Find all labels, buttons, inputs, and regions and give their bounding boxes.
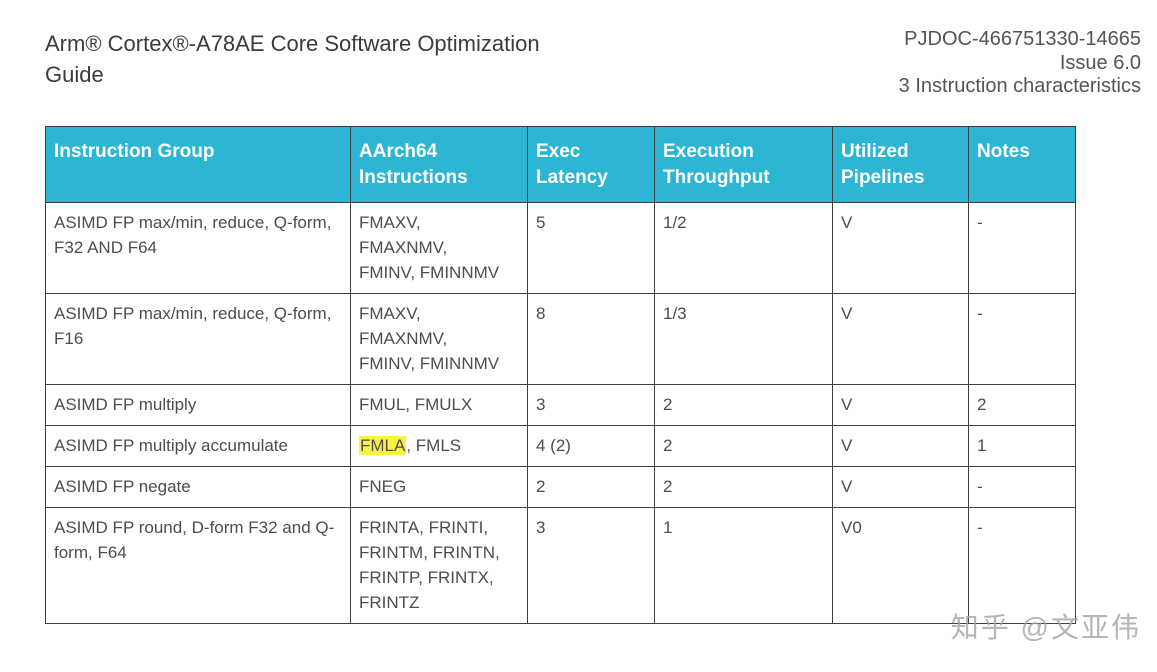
table-cell: 2 — [654, 383, 833, 426]
table-cell: 1/2 — [654, 201, 833, 294]
table-cell: ASIMD FP max/min, reduce, Q-form, F32 AN… — [45, 201, 351, 294]
table-cell: 4 (2) — [527, 424, 655, 467]
table-cell: ASIMD FP multiply accumulate — [45, 424, 351, 467]
doc-title: Arm® Cortex®-A78AE Core Software Optimiz… — [45, 28, 540, 90]
table-cell: ASIMD FP negate — [45, 465, 351, 508]
highlighted-text: FMLA — [359, 435, 407, 455]
table-cell: 3 — [527, 383, 655, 426]
table-cell: 2 — [654, 424, 833, 467]
table-row: ASIMD FP round, D-form F32 and Q-form, F… — [45, 506, 1076, 624]
table-cell: 2 — [654, 465, 833, 508]
table-header-row: Instruction Group AArch64 Instructions Exe… — [45, 125, 1076, 203]
table-cell: 5 — [527, 201, 655, 294]
table-cell: 1 — [654, 506, 833, 624]
table-cell: V — [832, 465, 969, 508]
table-cell: V — [832, 201, 969, 294]
table-cell: 3 — [527, 506, 655, 624]
doc-title-line1: Arm® Cortex®-A78AE Core Software Optimiz… — [45, 31, 540, 56]
column-header: Instruction Group — [45, 125, 351, 203]
table-row: ASIMD FP multiply FMUL, FMULX 3 2 V 2 — [45, 383, 1076, 426]
table-cell: 2 — [527, 465, 655, 508]
column-header: Utilized Pipelines — [832, 125, 969, 203]
table-row: ASIMD FP negate FNEG 2 2 V - — [45, 465, 1076, 508]
column-header: Exec Latency — [527, 125, 655, 203]
column-header: AArch64 Instructions — [350, 125, 528, 203]
table-cell: - — [968, 465, 1076, 508]
watermark: 知乎 @文亚伟 — [950, 612, 1141, 643]
table-cell: ASIMD FP multiply — [45, 383, 351, 426]
table-cell: ASIMD FP round, D-form F32 and Q-form, F… — [45, 506, 351, 624]
doc-id: PJDOC-466751330-14665 — [904, 28, 1141, 50]
table-cell: 2 — [968, 383, 1076, 426]
table-cell: FRINTA, FRINTI, FRINTM, FRINTN, FRINTP, … — [350, 506, 528, 624]
column-header: Execution Throughput — [654, 125, 833, 203]
table-cell: FMUL, FMULX — [350, 383, 528, 426]
doc-title-line2: Guide — [45, 62, 104, 88]
table-cell: FMAXV, FMAXNMV, FMINV, FMINNMV — [350, 201, 528, 294]
doc-section: 3 Instruction characteristics — [898, 75, 1141, 98]
table-row: ASIMD FP max/min, reduce, Q-form, F16 FMA… — [45, 292, 1076, 385]
table-cell: FMLA, FMLS — [350, 424, 528, 467]
table-cell: V — [832, 383, 969, 426]
table-cell: - — [968, 292, 1076, 385]
table-cell: V — [832, 292, 969, 385]
doc-meta: PJDOC-466751330-14665 Issue 6.0 3 Instru… — [899, 28, 1141, 99]
table-cell: V0 — [832, 506, 969, 624]
table-cell: 1 — [968, 424, 1076, 467]
instruction-characteristics-table: Instruction Group AArch64 Instructions Exe… — [45, 125, 1076, 624]
table-cell: FMAXV, FMAXNMV, FMINV, FMINNMV — [350, 292, 528, 385]
column-header: Notes — [968, 125, 1076, 203]
table-cell: 8 — [527, 292, 655, 385]
table-cell: V — [832, 424, 969, 467]
table-cell: - — [968, 506, 1076, 624]
table-row: ASIMD FP multiply accumulate FMLA, FMLS 4 … — [45, 424, 1076, 467]
table-cell: - — [968, 201, 1076, 294]
doc-issue: Issue 6.0 — [1059, 51, 1141, 74]
table-row: ASIMD FP max/min, reduce, Q-form, F32 AN… — [45, 201, 1076, 294]
table-cell: ASIMD FP max/min, reduce, Q-form, F16 — [45, 292, 351, 385]
table-cell: 1/3 — [654, 292, 833, 385]
table-cell: FNEG — [350, 465, 528, 508]
page-header: Arm® Cortex®-A78AE Core Software Optimiz… — [0, 0, 1157, 99]
